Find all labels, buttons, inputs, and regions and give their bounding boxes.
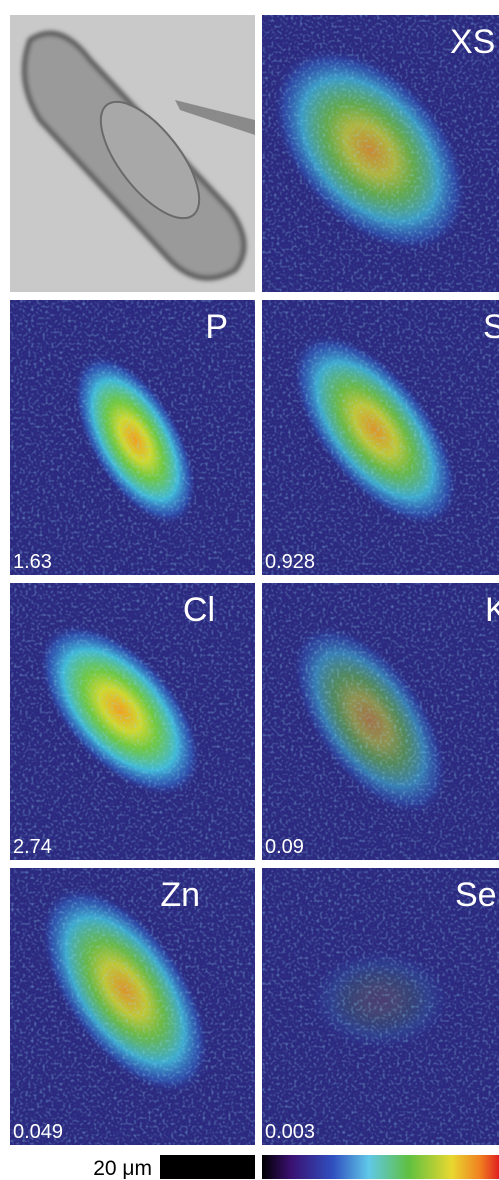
element-label: XS — [450, 23, 495, 61]
map-panel — [10, 300, 255, 575]
element-label: Zn — [160, 876, 200, 914]
max-value: 0.003 — [265, 1121, 315, 1143]
pixel-noise — [10, 868, 255, 1145]
element-label: K — [485, 591, 499, 629]
element-label: S — [483, 308, 499, 346]
map-panel — [10, 868, 255, 1145]
element-label: P — [205, 308, 228, 346]
color-bar — [262, 1155, 499, 1179]
pixel-noise — [262, 15, 499, 292]
element-label: Cl — [183, 591, 215, 629]
nucleus — [99, 100, 201, 220]
map-panel — [10, 583, 255, 860]
max-value: 1.63 — [13, 551, 52, 573]
optical-panel — [10, 15, 255, 292]
element-label: Se — [455, 876, 497, 914]
max-value: 0.928 — [265, 551, 315, 573]
map-panel — [262, 868, 499, 1145]
pixel-noise — [262, 868, 499, 1145]
max-value: 2.74 — [13, 836, 52, 858]
max-value: 0.09 — [265, 836, 304, 858]
pixel-noise — [262, 583, 499, 860]
map-panel — [262, 300, 499, 575]
max-value: 0.049 — [13, 1121, 63, 1143]
debris — [175, 100, 255, 135]
pixel-noise — [262, 300, 499, 575]
map-panel — [262, 15, 499, 292]
scale-label: 20 μm — [93, 1157, 152, 1180]
scale-bar — [160, 1155, 255, 1179]
pixel-noise — [10, 300, 255, 575]
pixel-noise — [10, 583, 255, 860]
map-panel — [262, 583, 499, 860]
